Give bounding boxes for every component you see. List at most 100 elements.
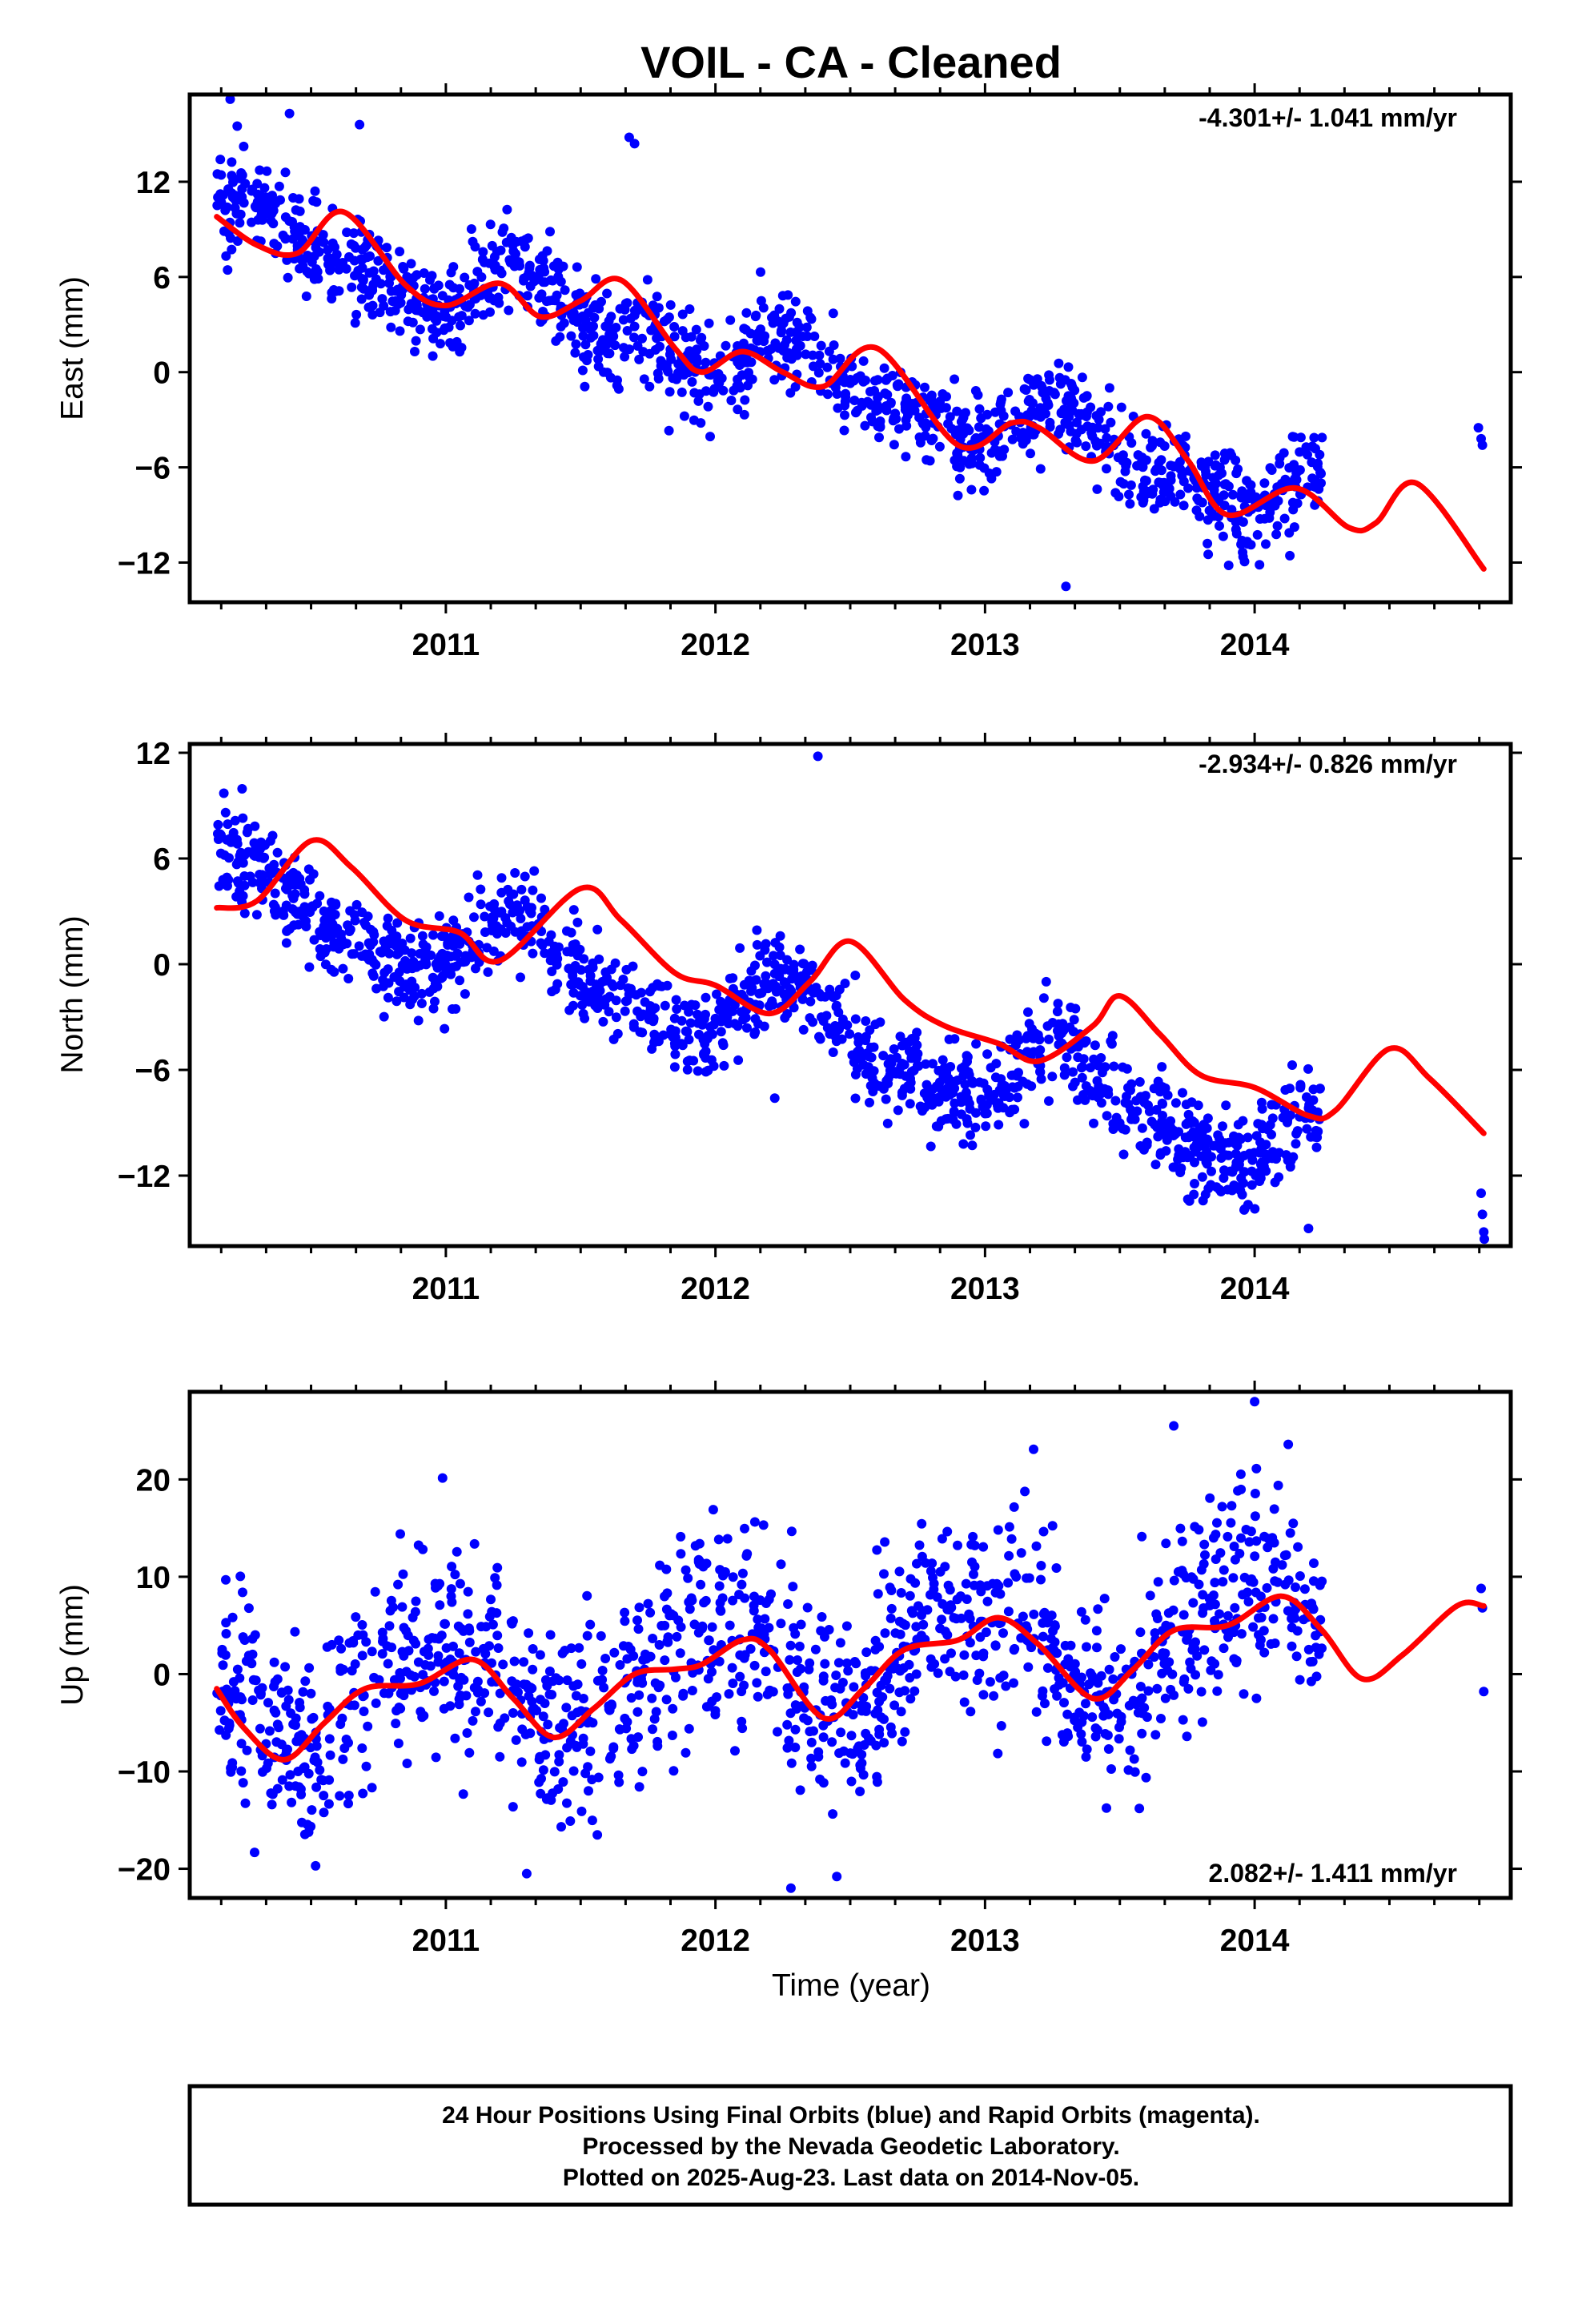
data-point <box>1231 517 1241 527</box>
data-point <box>496 907 507 917</box>
data-point <box>536 893 546 903</box>
data-point <box>648 1015 659 1026</box>
data-point <box>339 1743 350 1753</box>
y-tick-label: 0 <box>153 356 171 391</box>
data-point <box>238 1587 247 1598</box>
data-point <box>885 1683 895 1694</box>
data-point <box>628 961 638 971</box>
data-point <box>1175 1168 1186 1177</box>
data-point <box>953 490 963 501</box>
data-point <box>1280 1085 1291 1095</box>
data-point <box>822 389 833 400</box>
data-point <box>833 403 843 413</box>
data-point <box>994 1120 1004 1130</box>
data-point <box>991 1059 1002 1069</box>
data-point <box>413 1015 424 1026</box>
data-point <box>681 1565 691 1575</box>
data-point <box>592 990 603 1000</box>
y-tick-label: 10 <box>136 1561 171 1595</box>
data-point <box>319 906 329 916</box>
data-point <box>420 283 430 294</box>
data-point <box>571 1740 581 1751</box>
data-point <box>810 1644 821 1655</box>
data-point <box>948 1088 958 1098</box>
data-point <box>1076 1063 1086 1073</box>
data-point <box>967 1140 978 1151</box>
data-point <box>293 1767 303 1776</box>
data-point <box>593 354 604 364</box>
data-point <box>1277 1560 1287 1570</box>
data-point <box>874 432 884 443</box>
data-point <box>1029 1609 1039 1619</box>
data-point <box>1315 449 1325 460</box>
data-point <box>383 913 393 923</box>
data-point <box>227 171 237 181</box>
data-point <box>686 999 697 1010</box>
data-point <box>508 1802 518 1812</box>
data-point <box>250 1848 259 1858</box>
data-point <box>402 271 412 282</box>
data-point <box>1043 400 1054 410</box>
footer-box: 24 Hour Positions Using Final Orbits (bl… <box>187 2084 1513 2207</box>
data-point <box>440 1618 450 1629</box>
data-point <box>1113 452 1123 463</box>
data-point <box>267 1799 277 1810</box>
east-fit-curve <box>214 208 1487 572</box>
data-point <box>364 267 375 278</box>
data-point <box>1188 1574 1199 1584</box>
data-point <box>265 869 275 879</box>
data-point <box>426 950 436 960</box>
data-point <box>664 425 674 436</box>
data-point <box>1044 1096 1054 1106</box>
data-point <box>968 1078 978 1088</box>
data-point <box>1156 455 1166 465</box>
data-point <box>327 1639 337 1650</box>
data-point <box>408 1635 419 1646</box>
data-point <box>1062 1052 1072 1063</box>
data-point <box>306 1821 316 1831</box>
data-point <box>1036 1574 1046 1585</box>
data-point <box>926 1141 936 1152</box>
data-point <box>1212 1686 1223 1696</box>
data-point <box>383 992 393 1003</box>
data-point <box>1203 549 1214 560</box>
data-point <box>1159 477 1169 488</box>
data-point <box>239 908 250 919</box>
data-point <box>1239 1204 1250 1214</box>
data-point <box>1259 1531 1270 1542</box>
data-point <box>774 963 785 974</box>
data-point <box>612 1028 623 1039</box>
data-point <box>221 1574 231 1585</box>
data-point <box>728 1595 738 1606</box>
data-point <box>455 975 465 986</box>
data-point <box>636 1674 646 1684</box>
data-point <box>296 1789 307 1799</box>
data-point <box>990 1072 1001 1083</box>
data-point <box>634 354 644 364</box>
data-point <box>944 1034 954 1044</box>
data-point <box>1125 1745 1135 1755</box>
data-point <box>519 1657 529 1667</box>
data-point <box>358 1788 368 1799</box>
data-point <box>879 1738 889 1748</box>
y-tick-label: 0 <box>153 948 171 983</box>
data-point <box>232 876 243 887</box>
data-point <box>343 974 354 983</box>
data-point <box>964 1609 974 1619</box>
data-point <box>1216 1153 1227 1163</box>
data-point <box>242 1745 252 1755</box>
data-point <box>1311 1142 1322 1152</box>
data-point <box>1047 1521 1058 1531</box>
data-point <box>1229 1180 1239 1191</box>
data-point <box>247 1649 258 1659</box>
data-point <box>469 912 479 923</box>
data-point <box>524 1628 534 1638</box>
data-point <box>934 1065 944 1076</box>
data-point <box>1205 1493 1215 1503</box>
data-point <box>540 948 550 959</box>
data-point <box>934 441 945 452</box>
data-point <box>447 1562 457 1572</box>
data-point <box>684 1035 694 1045</box>
data-point <box>687 376 697 387</box>
data-point <box>336 1643 347 1654</box>
